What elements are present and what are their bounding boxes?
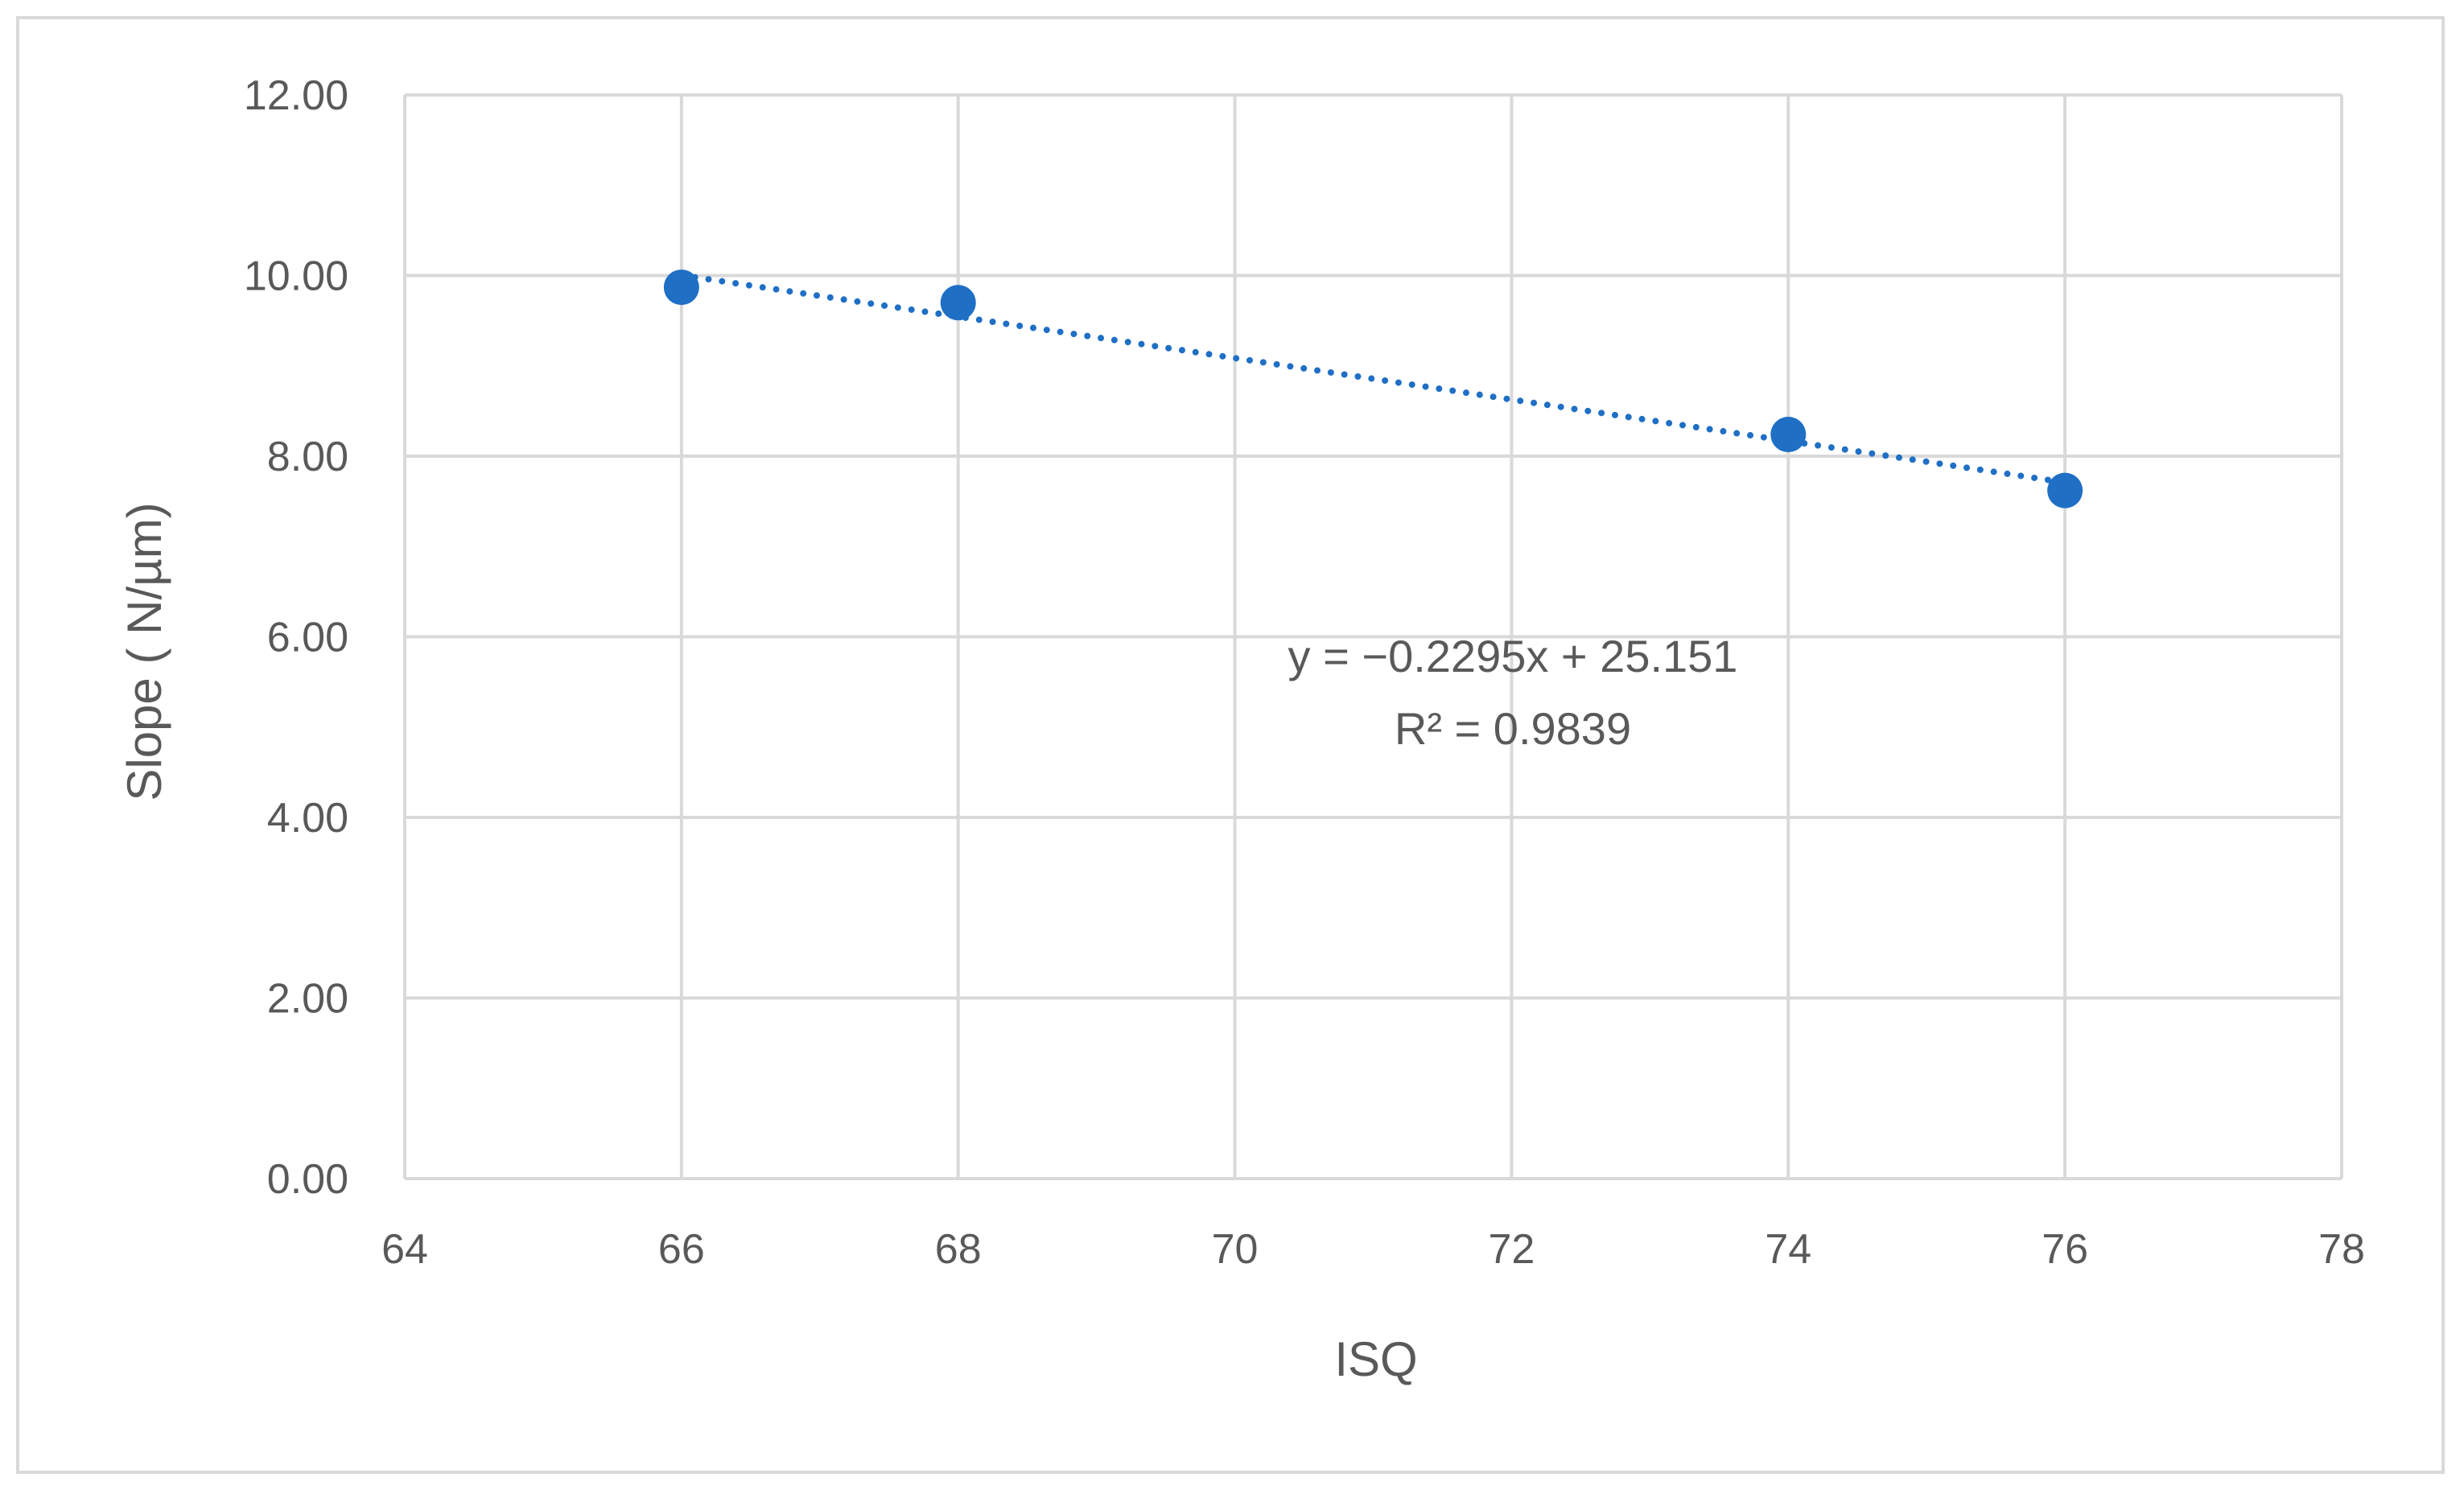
data-point [663, 270, 699, 306]
trendline [678, 272, 2069, 486]
x-tick-label: 78 [2318, 1226, 2365, 1273]
x-tick-labels: 64 66 68 70 72 74 76 78 [381, 1226, 2365, 1273]
trendline-r-squared: R² = 0.9839 [1395, 703, 1631, 754]
x-tick-label: 72 [1489, 1226, 1535, 1273]
x-tick-label: 66 [658, 1226, 705, 1273]
x-tick-label: 70 [1212, 1226, 1259, 1273]
y-axis-title: Slope ( N/µm) [117, 502, 171, 801]
x-tick-label: 64 [381, 1226, 428, 1273]
data-point [940, 285, 976, 321]
y-tick-label: 4.00 [267, 795, 348, 842]
y-tick-label: 6.00 [267, 615, 348, 661]
x-tick-label: 68 [935, 1226, 982, 1273]
chart-frame [16, 16, 2445, 1474]
y-tick-labels: 0.00 2.00 4.00 6.00 8.00 10.00 12.00 [244, 72, 348, 1203]
trendline-group [678, 272, 2069, 486]
y-tick-label: 0.00 [267, 1156, 348, 1203]
x-tick-label: 76 [2042, 1226, 2088, 1273]
y-tick-label: 2.00 [267, 976, 348, 1023]
x-axis-title: ISQ [1334, 1332, 1417, 1386]
y-tick-label: 8.00 [267, 434, 348, 480]
y-tick-label: 10.00 [244, 253, 348, 300]
data-points [663, 270, 2083, 508]
trendline-equation: y = −0.2295x + 25.151 [1288, 631, 1738, 681]
data-point [2047, 472, 2083, 508]
x-tick-label: 74 [1765, 1226, 1811, 1273]
data-point [1770, 417, 1807, 453]
y-tick-label: 12.00 [244, 72, 348, 119]
